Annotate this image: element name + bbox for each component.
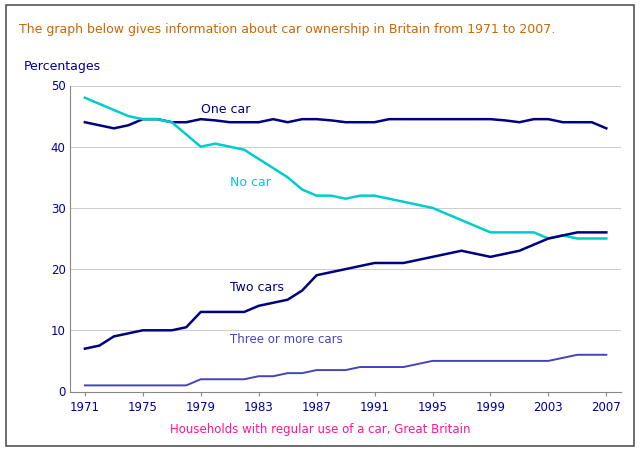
Text: The graph below gives information about car ownership in Britain from 1971 to 20: The graph below gives information about …: [19, 22, 556, 36]
Text: Households with regular use of a car, Great Britain: Households with regular use of a car, Gr…: [170, 423, 470, 436]
Text: No car: No car: [230, 176, 271, 189]
Text: Three or more cars: Three or more cars: [230, 333, 342, 346]
Text: Two cars: Two cars: [230, 280, 284, 293]
Text: One car: One car: [201, 103, 250, 116]
Text: Percentages: Percentages: [24, 60, 100, 73]
